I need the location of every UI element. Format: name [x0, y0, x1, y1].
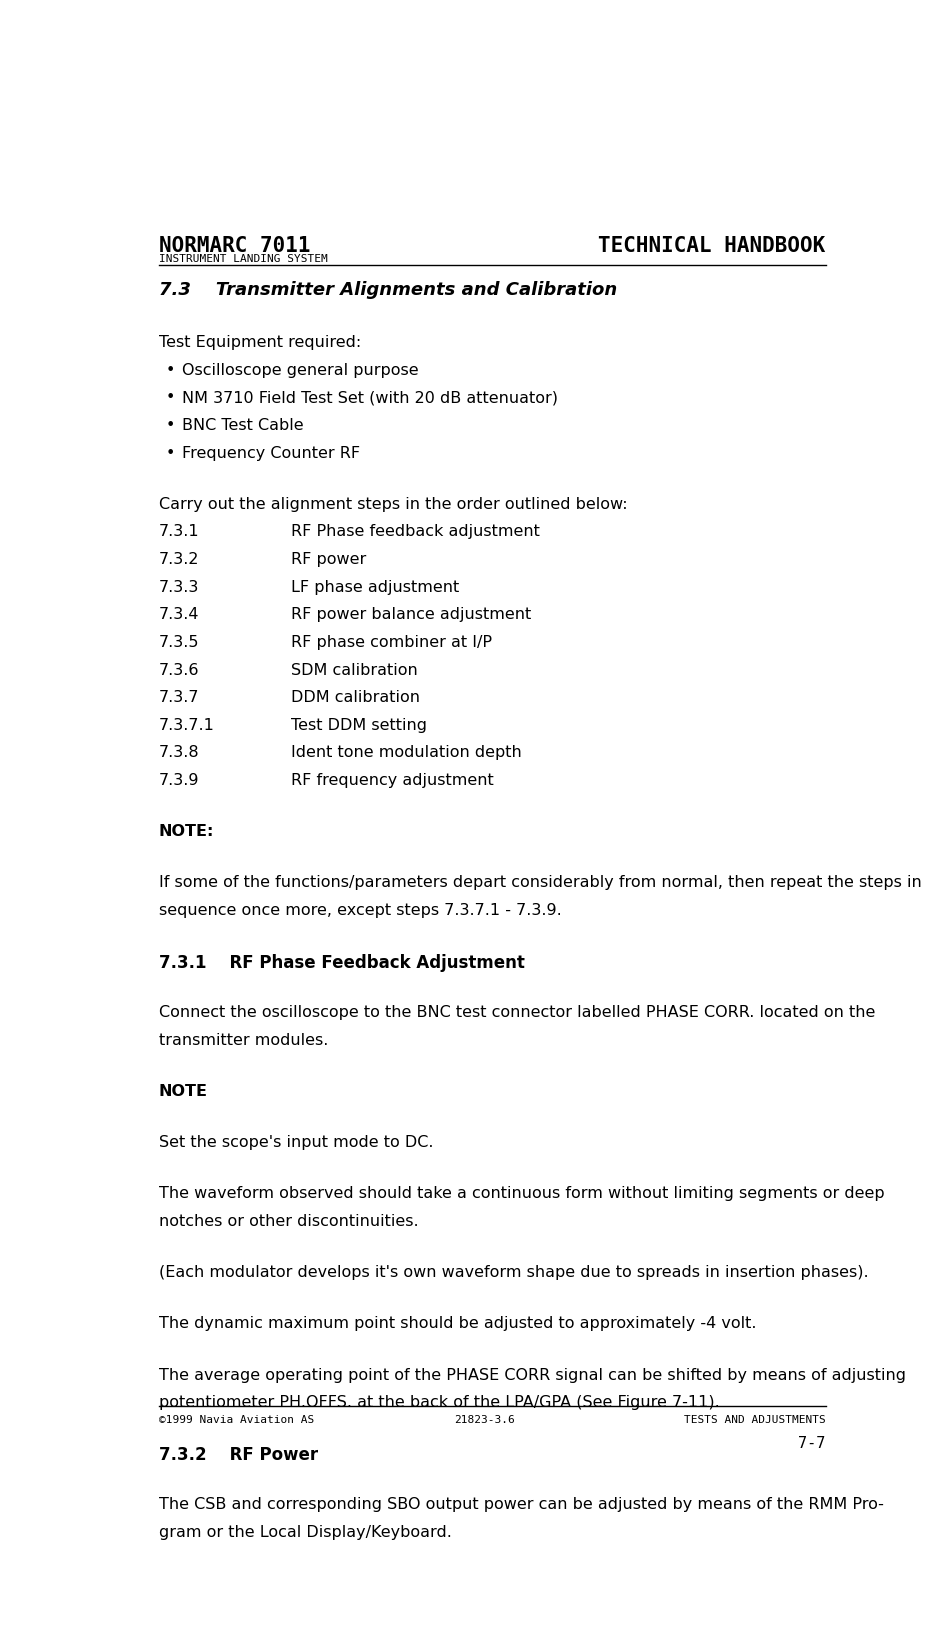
Text: Connect the oscilloscope to the BNC test connector labelled PHASE CORR. located : Connect the oscilloscope to the BNC test… — [159, 1005, 875, 1020]
Text: RF power balance adjustment: RF power balance adjustment — [290, 607, 531, 622]
Text: 7.3.3: 7.3.3 — [159, 579, 199, 594]
Text: •: • — [166, 446, 175, 460]
Text: notches or other discontinuities.: notches or other discontinuities. — [159, 1214, 418, 1229]
Text: (Each modulator develops it's own waveform shape due to spreads in insertion pha: (Each modulator develops it's own wavefo… — [159, 1265, 868, 1279]
Text: DDM calibration: DDM calibration — [290, 690, 419, 705]
Text: Test DDM setting: Test DDM setting — [290, 718, 427, 733]
Text: 7.3.8: 7.3.8 — [159, 746, 200, 761]
Text: ©1999 Navia Aviation AS: ©1999 Navia Aviation AS — [159, 1415, 314, 1425]
Text: 7.3.6: 7.3.6 — [159, 663, 199, 677]
Text: NOTE:: NOTE: — [159, 824, 214, 839]
Text: BNC Test Cable: BNC Test Cable — [182, 418, 304, 432]
Text: SDM calibration: SDM calibration — [290, 663, 417, 677]
Text: 7.3.1: 7.3.1 — [159, 524, 200, 539]
Text: RF Phase feedback adjustment: RF Phase feedback adjustment — [290, 524, 539, 539]
Text: NOTE: NOTE — [159, 1084, 207, 1100]
Text: The CSB and corresponding SBO output power can be adjusted by means of the RMM P: The CSB and corresponding SBO output pow… — [159, 1498, 884, 1513]
Text: If some of the functions/parameters depart considerably from normal, then repeat: If some of the functions/parameters depa… — [159, 875, 921, 891]
Text: transmitter modules.: transmitter modules. — [159, 1033, 328, 1048]
Text: The average operating point of the PHASE CORR signal can be shifted by means of : The average operating point of the PHASE… — [159, 1368, 905, 1382]
Text: 7.3    Transmitter Alignments and Calibration: 7.3 Transmitter Alignments and Calibrati… — [159, 281, 617, 299]
Text: sequence once more, except steps 7.3.7.1 - 7.3.9.: sequence once more, except steps 7.3.7.1… — [159, 902, 561, 919]
Text: LF phase adjustment: LF phase adjustment — [290, 579, 459, 594]
Text: Carry out the alignment steps in the order outlined below:: Carry out the alignment steps in the ord… — [159, 496, 627, 512]
Text: 7.3.1    RF Phase Feedback Adjustment: 7.3.1 RF Phase Feedback Adjustment — [159, 955, 524, 973]
Text: 7.3.2: 7.3.2 — [159, 552, 199, 566]
Text: NORMARC 7011: NORMARC 7011 — [159, 237, 310, 256]
Text: INSTRUMENT LANDING SYSTEM: INSTRUMENT LANDING SYSTEM — [159, 253, 327, 264]
Text: 7.3.5: 7.3.5 — [159, 635, 199, 650]
Text: gram or the Local Display/Keyboard.: gram or the Local Display/Keyboard. — [159, 1526, 451, 1541]
Text: Oscilloscope general purpose: Oscilloscope general purpose — [182, 362, 419, 377]
Text: •: • — [166, 362, 175, 377]
Text: Ident tone modulation depth: Ident tone modulation depth — [290, 746, 521, 761]
Text: potentiometer PH.OFFS. at the back of the LPA/GPA (See Figure 7-11).: potentiometer PH.OFFS. at the back of th… — [159, 1395, 719, 1410]
Text: 7.3.4: 7.3.4 — [159, 607, 199, 622]
Text: 7.3.7: 7.3.7 — [159, 690, 199, 705]
Text: Frequency Counter RF: Frequency Counter RF — [182, 446, 360, 460]
Text: 7.3.9: 7.3.9 — [159, 774, 199, 788]
Text: RF power: RF power — [290, 552, 366, 566]
Text: Set the scope's input mode to DC.: Set the scope's input mode to DC. — [159, 1136, 433, 1151]
Text: NM 3710 Field Test Set (with 20 dB attenuator): NM 3710 Field Test Set (with 20 dB atten… — [182, 390, 558, 405]
Text: 7-7: 7-7 — [798, 1436, 826, 1451]
Text: RF frequency adjustment: RF frequency adjustment — [290, 774, 493, 788]
Text: TECHNICAL HANDBOOK: TECHNICAL HANDBOOK — [599, 237, 826, 256]
Text: 7.3.7.1: 7.3.7.1 — [159, 718, 215, 733]
Text: •: • — [166, 390, 175, 405]
Text: •: • — [166, 418, 175, 432]
Text: TESTS AND ADJUSTMENTS: TESTS AND ADJUSTMENTS — [684, 1415, 826, 1425]
Text: The dynamic maximum point should be adjusted to approximately -4 volt.: The dynamic maximum point should be adju… — [159, 1317, 756, 1332]
Text: The waveform observed should take a continuous form without limiting segments or: The waveform observed should take a cont… — [159, 1186, 885, 1201]
Text: 21823-3.6: 21823-3.6 — [454, 1415, 516, 1425]
Text: 7.3.2    RF Power: 7.3.2 RF Power — [159, 1446, 318, 1464]
Text: Test Equipment required:: Test Equipment required: — [159, 335, 360, 349]
Text: RF phase combiner at I/P: RF phase combiner at I/P — [290, 635, 492, 650]
